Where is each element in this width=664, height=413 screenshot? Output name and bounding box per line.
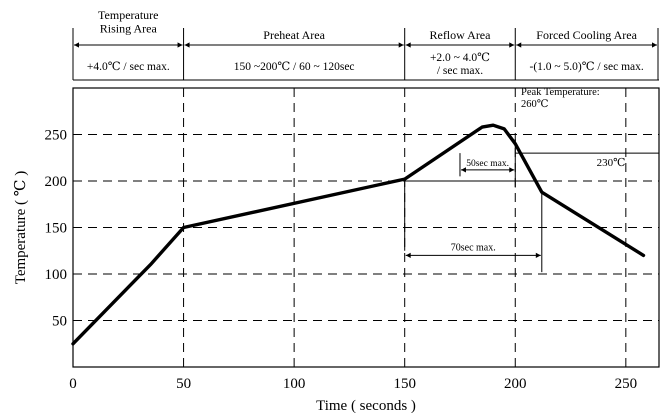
zone-2-rate: +2.0 ~ 4.0℃ / sec max. <box>430 52 490 77</box>
x-tick-label-50: 50 <box>176 376 191 392</box>
x-tick-label-250: 250 <box>615 376 638 392</box>
zone-3-title: Forced Cooling Area <box>536 28 637 42</box>
dim-50sec-arrow-right <box>509 167 515 173</box>
x-tick-label-200: 200 <box>504 376 527 392</box>
label-230: 230℃ <box>597 157 626 169</box>
x-tick-label-0: 0 <box>69 376 77 392</box>
dim-50sec-arrow-left <box>460 167 466 173</box>
zone-1-title: Preheat Area <box>263 28 325 42</box>
zone-1-span-arrow-left <box>184 42 190 48</box>
y-tick-label-50: 50 <box>52 314 67 330</box>
y-tick-label-200: 200 <box>45 174 68 190</box>
label-50sec: 50sec max. <box>466 159 509 169</box>
y-tick-label-150: 150 <box>45 221 68 237</box>
zone-3-span-arrow-right <box>652 42 657 48</box>
x-tick-label-100: 100 <box>283 376 306 392</box>
dim-70sec-arrow-right <box>535 252 541 258</box>
x-axis-title: Time ( seconds ) <box>316 398 416 413</box>
zone-0-title: Temperature Rising Area <box>98 8 158 35</box>
zone-1-span-arrow-right <box>398 42 404 48</box>
label-peak-temperature: Peak Temperature: 260℃ <box>521 87 600 110</box>
y-tick-label-100: 100 <box>45 267 68 283</box>
zone-2-span-arrow-right <box>509 42 515 48</box>
zone-2-span-arrow-left <box>405 42 411 48</box>
zone-0-rate: +4.0℃ / sec max. <box>87 61 170 73</box>
zone-1-rate: 150 ~200℃ / 60 ~ 120sec <box>234 61 355 73</box>
dim-70sec-arrow-left <box>405 252 411 258</box>
zone-0-span-arrow-left <box>74 42 79 48</box>
y-tick-label-250: 250 <box>45 128 68 144</box>
y-axis-title: Temperature ( ℃ ) <box>13 171 29 285</box>
zone-3-rate: -(1.0 ~ 5.0)℃ / sec max. <box>529 61 643 73</box>
x-tick-label-150: 150 <box>393 376 416 392</box>
label-70sec: 70sec max. <box>451 242 496 253</box>
series-line-0 <box>71 123 646 346</box>
zone-0-span-arrow-right <box>177 42 183 48</box>
zone-2-title: Reflow Area <box>429 28 491 42</box>
zone-3-span-arrow-left <box>516 42 522 48</box>
